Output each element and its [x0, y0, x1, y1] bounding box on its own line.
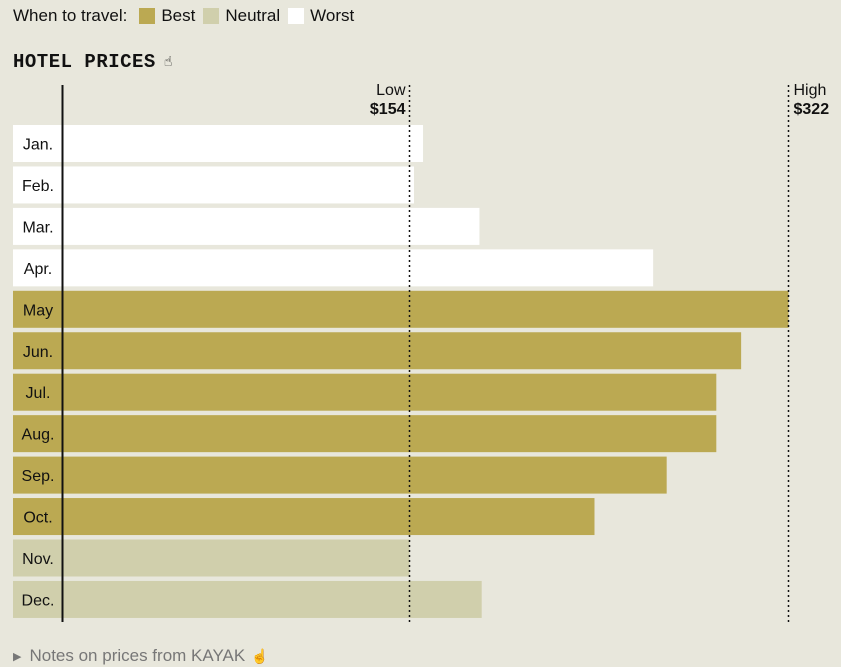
month-label: Apr. [24, 261, 52, 278]
chart-title[interactable]: HOTEL PRICES ☝ [13, 51, 173, 73]
month-label: Mar. [22, 219, 53, 236]
bar [63, 539, 410, 577]
legend-swatch-best [139, 8, 156, 24]
pointer-hand-icon: ☝ [251, 647, 269, 664]
bar [63, 166, 415, 204]
legend-item-neutral: Neutral [203, 6, 280, 26]
legend-label: When to travel: [13, 6, 128, 25]
month-label-cell [13, 290, 62, 328]
month-label: Jan. [23, 137, 53, 154]
month-label-cell [13, 498, 62, 536]
month-label-cell [13, 207, 62, 245]
legend-text-neutral: Neutral [225, 6, 281, 25]
bar [63, 290, 789, 328]
month-label-cell [13, 580, 62, 618]
month-label: Dec. [22, 592, 55, 609]
legend: When to travel: Best Neutral Worst [13, 5, 362, 27]
bar [63, 498, 595, 536]
month-label-cell [13, 125, 62, 162]
low-label: Low [376, 82, 406, 99]
month-label: Nov. [22, 551, 54, 568]
bar [63, 249, 654, 287]
month-label-cell [13, 166, 62, 204]
bar [63, 415, 717, 453]
legend-text-worst: Worst [310, 6, 355, 25]
high-value-label: $322 [794, 101, 830, 118]
month-label-cell [13, 373, 62, 411]
notes-toggle[interactable]: ▶ Notes on prices from KAYAK ☝ [13, 646, 269, 666]
legend-swatch-neutral [203, 8, 220, 24]
month-label: Jun. [23, 344, 53, 361]
bar [63, 125, 424, 162]
chart-title-text: HOTEL PRICES [13, 51, 156, 73]
high-label: High [794, 82, 827, 99]
month-label-cell [13, 249, 62, 287]
legend-item-best: Best [139, 6, 195, 26]
pointer-hand-icon[interactable]: ☝ [163, 54, 173, 71]
bar [63, 207, 480, 245]
month-label-cell [13, 332, 62, 370]
month-label: Oct. [23, 510, 52, 527]
bar [63, 580, 482, 618]
month-label: Jul. [26, 385, 51, 402]
month-label: Feb. [22, 178, 54, 195]
bar [63, 456, 667, 494]
month-label: Sep. [22, 468, 55, 485]
month-label: May [23, 302, 53, 319]
month-label: Aug. [22, 427, 55, 444]
month-label-cell [13, 415, 62, 453]
notes-label: Notes on prices from KAYAK [29, 646, 246, 665]
hotel-prices-chart: Jan. Feb. Mar. Apr. May Jun. Jul. Aug. Sep. Oct. N… [13, 82, 830, 622]
bar [63, 332, 742, 370]
triangle-right-icon: ▶ [13, 650, 22, 663]
legend-item-worst: Worst [288, 6, 354, 26]
month-label-cell [13, 456, 62, 494]
legend-swatch-worst [288, 8, 305, 24]
legend-text-best: Best [161, 6, 196, 25]
bar [63, 373, 717, 411]
month-label-cell [13, 539, 62, 577]
low-value-label: $154 [370, 101, 406, 118]
